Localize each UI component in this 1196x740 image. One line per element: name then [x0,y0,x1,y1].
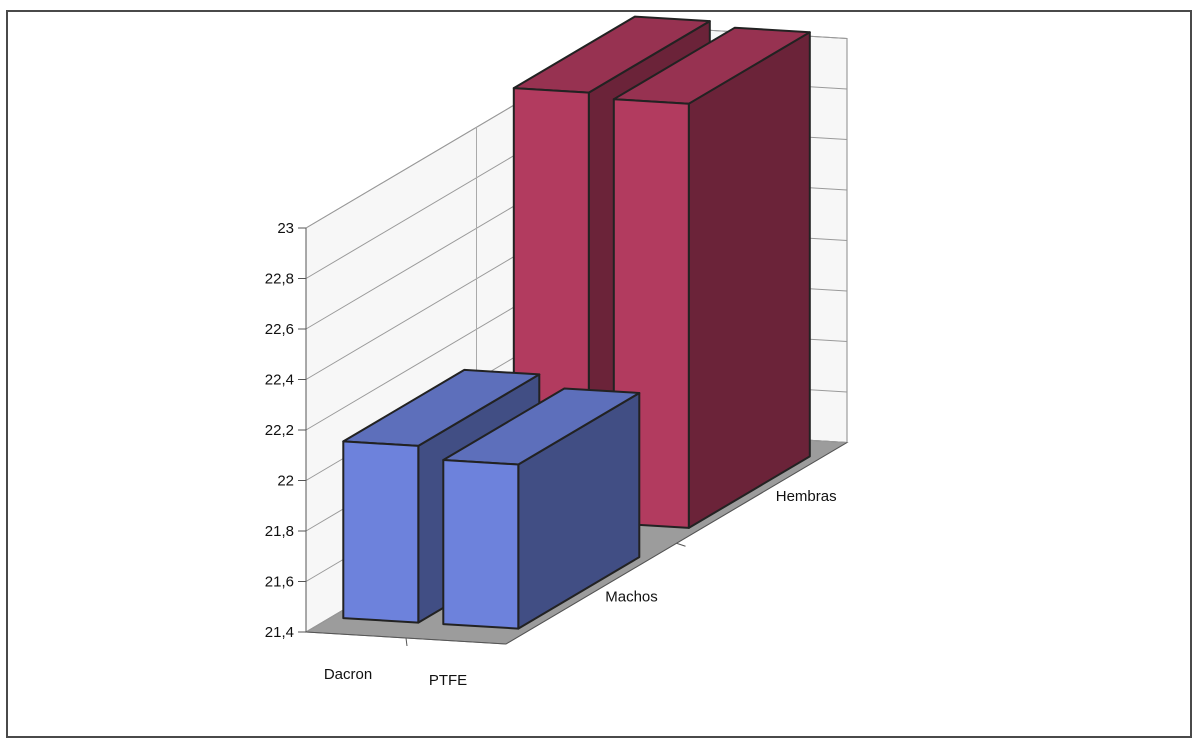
y-tick-label: 21,8 [265,523,294,540]
bar [612,26,811,529]
series-label: Hembras [776,488,837,505]
y-tick-label: 22,2 [265,422,294,439]
bar-side [687,31,811,529]
y-tick-label: 22,8 [265,271,294,288]
y-tick-label: 22,6 [265,321,294,338]
y-tick-label: 21,4 [265,624,294,641]
y-tick-label: 22 [277,473,294,490]
series-label: Machos [605,589,658,606]
chart-labels: 21,4 21,6 21,8 22 22,2 22,4 22,6 22,8 23 Dacron PT… [265,220,837,689]
y-tick-label: 21,6 [265,574,294,591]
bar-front [442,459,520,630]
chart-bars [342,15,811,630]
depth-tick [676,542,686,547]
chart-axes [298,227,848,647]
category-label: Dacron [324,666,372,683]
y-tick-label: 22,4 [265,372,294,389]
category-label: PTFE [429,672,467,689]
y-tick-label: 23 [277,220,294,237]
bar [442,387,641,630]
bar-front [342,440,420,624]
x-tick [405,637,408,647]
